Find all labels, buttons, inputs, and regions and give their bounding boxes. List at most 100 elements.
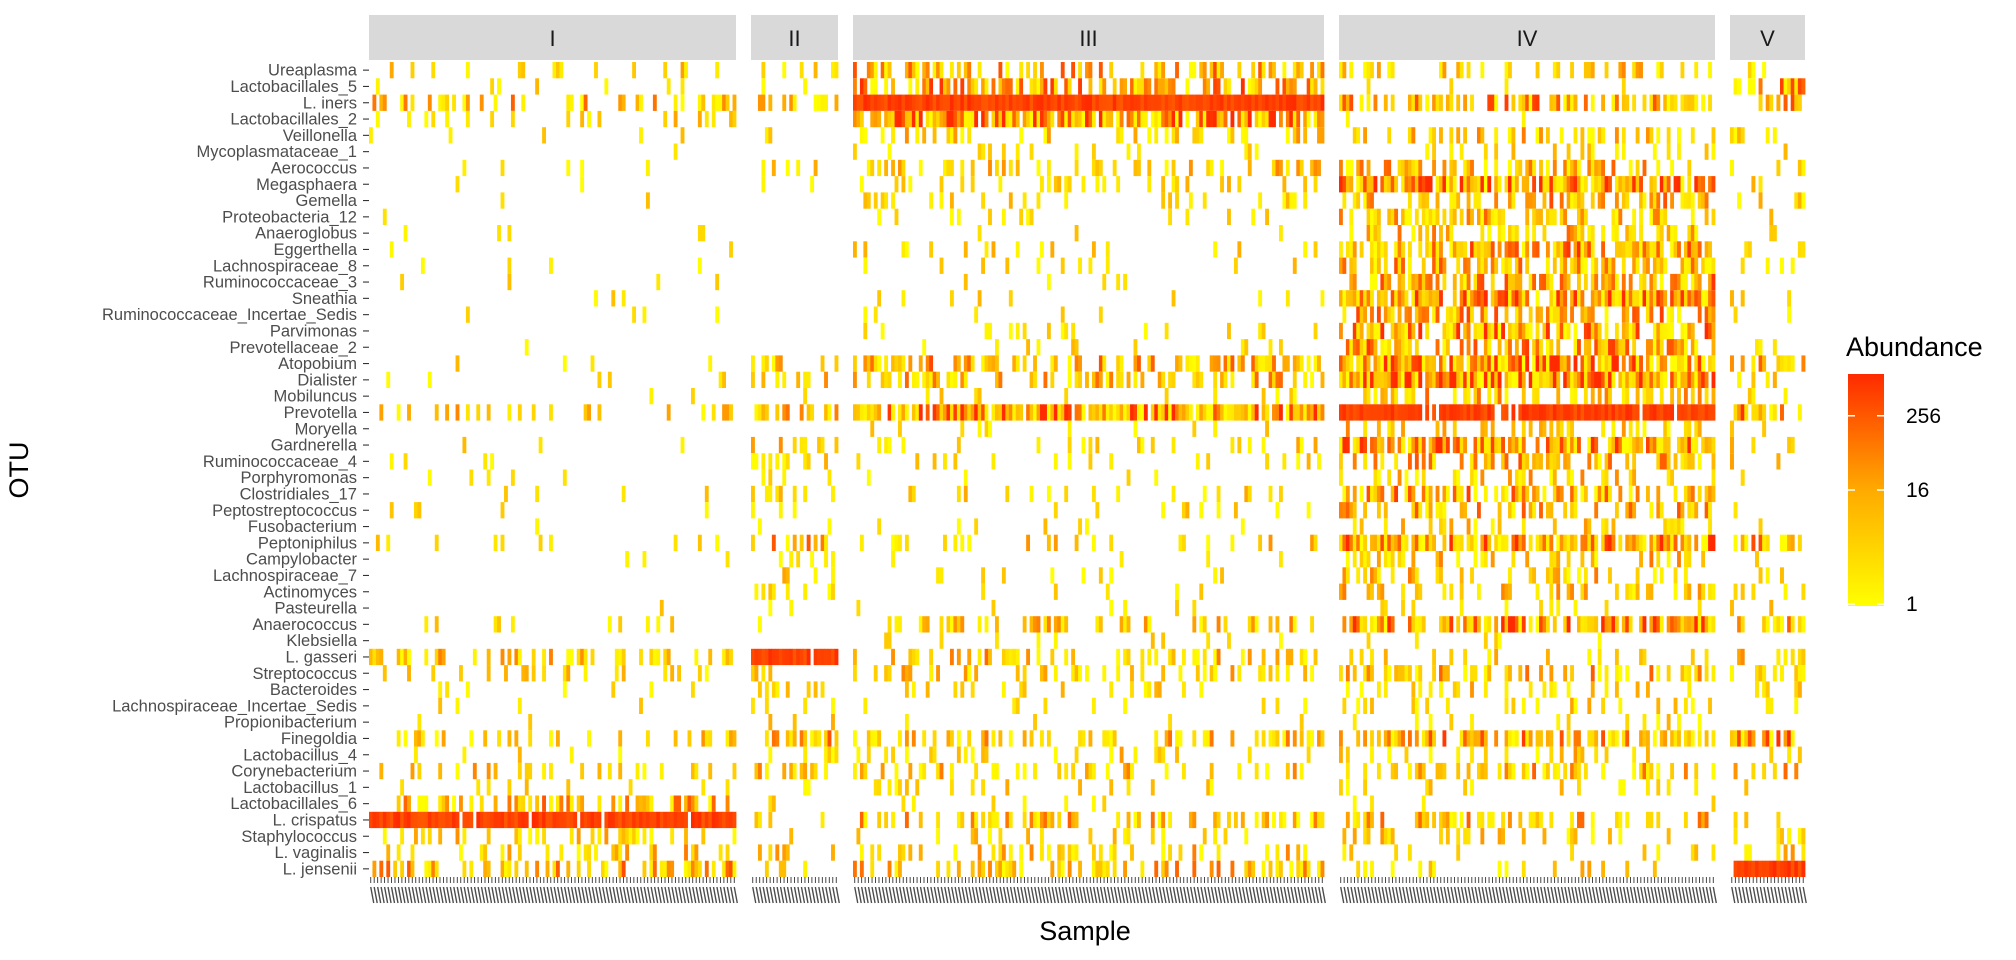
- heatmap-cell: [1463, 257, 1468, 274]
- heatmap-cell: [1670, 290, 1675, 307]
- heatmap-cell: [1220, 159, 1224, 177]
- heatmap-cell: [1535, 697, 1540, 714]
- heatmap-cell: [1670, 730, 1675, 747]
- heatmap-cell: [1577, 176, 1581, 193]
- heatmap-cell: [1456, 127, 1461, 144]
- heatmap-cell: [1397, 730, 1402, 747]
- facet-panels: I II III IV V: [369, 15, 1807, 904]
- heatmap-cell: [1078, 257, 1082, 274]
- heatmap-cell: [1078, 665, 1082, 682]
- heatmap-cell: [1677, 502, 1681, 519]
- heatmap-cell: [1001, 860, 1006, 877]
- heatmap-cell: [1470, 371, 1474, 388]
- heatmap-cell: [1632, 322, 1637, 340]
- heatmap-cell: [1539, 665, 1543, 682]
- heatmap-cell: [1594, 404, 1599, 421]
- heatmap-cell: [1711, 616, 1716, 633]
- heatmap-cell: [1614, 241, 1619, 258]
- heatmap-cell: [936, 371, 940, 388]
- heatmap-cell: [1621, 78, 1626, 95]
- heatmap-cell: [1376, 567, 1381, 584]
- heatmap-cell: [1240, 94, 1245, 111]
- heatmap-cell: [1528, 616, 1533, 633]
- heatmap-cell: [1064, 648, 1069, 666]
- heatmap-cell: [918, 844, 923, 861]
- x-tick-label: [854, 886, 859, 904]
- heatmap-cell: [1220, 567, 1224, 584]
- heatmap-cell: [1383, 241, 1388, 258]
- heatmap-cell: [1209, 355, 1214, 372]
- heatmap-cell: [803, 485, 808, 503]
- heatmap-cell: [1483, 176, 1488, 193]
- heatmap-cell: [1490, 208, 1495, 225]
- heatmap-cell: [1570, 502, 1574, 519]
- heatmap-cell: [1261, 860, 1266, 877]
- heatmap-cell: [813, 159, 818, 177]
- heatmap-cell: [1504, 453, 1509, 470]
- heatmap-cell: [420, 730, 425, 747]
- heatmap-cell: [1532, 502, 1537, 519]
- heatmap-cell: [1411, 176, 1416, 193]
- x-tick-label: [759, 886, 764, 904]
- heatmap-cell: [880, 371, 885, 388]
- x-tick-label: [1183, 886, 1188, 904]
- heatmap-cell: [785, 681, 790, 698]
- heatmap-cell: [1459, 371, 1464, 388]
- heatmap-cell: [877, 436, 882, 454]
- heatmap-cell: [863, 811, 868, 829]
- heatmap-cell: [1539, 159, 1543, 177]
- heatmap-cell: [904, 714, 909, 731]
- x-tick-label: [985, 886, 991, 904]
- heatmap-cell: [1601, 355, 1606, 372]
- heatmap-cell: [369, 127, 373, 144]
- heatmap-cell: [1247, 485, 1252, 503]
- heatmap-cell: [1209, 665, 1214, 682]
- heatmap-cell: [1628, 420, 1633, 437]
- heatmap-cell: [1659, 534, 1664, 551]
- heatmap-cell: [1570, 371, 1574, 388]
- heatmap-cell: [1296, 453, 1301, 470]
- heatmap-cell: [898, 860, 902, 877]
- heatmap-cell: [1590, 616, 1595, 633]
- heatmap-cell: [1008, 730, 1013, 747]
- heatmap-cell: [580, 176, 585, 193]
- heatmap-cell: [1652, 436, 1657, 454]
- heatmap-cell: [1150, 436, 1155, 454]
- heatmap-cell: [1511, 355, 1516, 372]
- heatmap-cell: [379, 762, 384, 780]
- heatmap-cell: [1687, 241, 1692, 258]
- heatmap-cell: [1656, 355, 1661, 372]
- heatmap-cell: [1683, 616, 1688, 633]
- heatmap-cell: [831, 648, 835, 666]
- heatmap-cell: [1060, 616, 1065, 633]
- heatmap-cell: [863, 762, 868, 780]
- heatmap-cell: [1432, 127, 1436, 144]
- heatmap-cell: [1659, 322, 1664, 340]
- heatmap-cell: [438, 94, 443, 111]
- heatmap-cell: [1432, 241, 1436, 258]
- heatmap-cell: [1618, 436, 1623, 454]
- heatmap-cell: [1649, 436, 1654, 454]
- heatmap-cell: [1223, 94, 1228, 111]
- heatmap-cell: [1459, 273, 1464, 291]
- heatmap-cell: [1646, 290, 1650, 307]
- heatmap-cell: [991, 599, 996, 617]
- heatmap-cell: [1370, 648, 1374, 666]
- heatmap-cell: [462, 436, 467, 454]
- heatmap-cell: [684, 795, 688, 812]
- heatmap-cell: [1404, 746, 1409, 763]
- heatmap-cell: [1233, 257, 1238, 274]
- heatmap-cell: [680, 94, 685, 111]
- x-tick-label: [1214, 886, 1219, 904]
- heatmap-cell: [1244, 860, 1249, 877]
- x-tick-label: [783, 886, 788, 904]
- heatmap-cell: [1549, 599, 1554, 617]
- heatmap-cell: [1119, 127, 1124, 144]
- heatmap-cell: [1601, 534, 1606, 551]
- heatmap-cell: [1494, 322, 1499, 340]
- heatmap-cell: [479, 795, 484, 812]
- heatmap-cell: [1545, 436, 1550, 454]
- heatmap-cell: [1349, 290, 1354, 307]
- heatmap-cell: [877, 110, 882, 128]
- heatmap-cell: [448, 127, 453, 144]
